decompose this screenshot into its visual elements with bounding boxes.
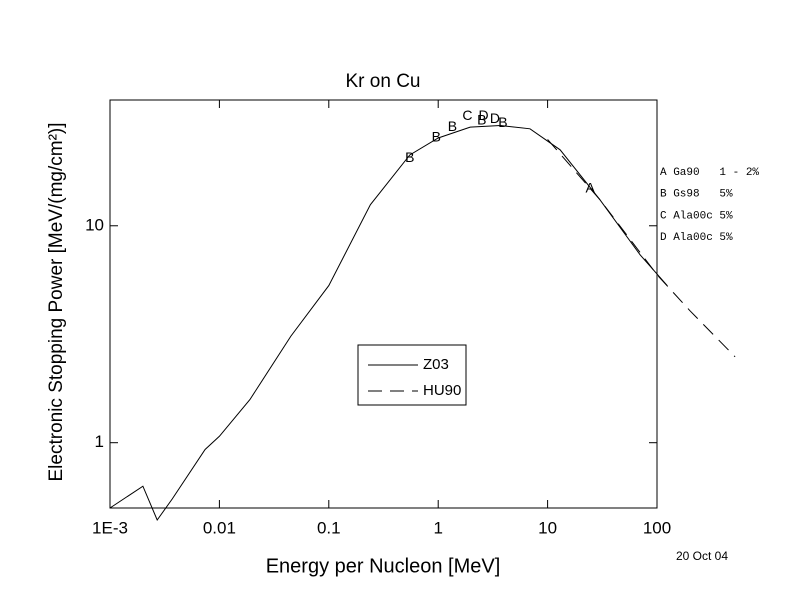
x-tick-label: 100 [643, 518, 671, 537]
y-axis-label: Electronic Stopping Power [MeV/(mg/cm²)] [46, 122, 67, 481]
data-point: A [586, 180, 596, 196]
reference-note: A Ga90 1 - 2% [660, 167, 759, 179]
x-tick-label: 0.01 [203, 518, 236, 537]
y-tick-label: 10 [85, 215, 104, 234]
y-tick-label: 1 [95, 432, 104, 451]
x-tick-label: 1E-3 [92, 518, 128, 537]
data-point: D [479, 107, 489, 123]
x-tick-label: 0.1 [317, 518, 341, 537]
data-point: B [498, 114, 507, 130]
legend-box [357, 344, 467, 406]
reference-note: C Ala00c 5% [660, 210, 733, 222]
data-point: B [477, 111, 486, 127]
data-point: B [432, 129, 441, 145]
data-point: C [462, 107, 472, 123]
x-tick-label: 1 [433, 518, 442, 537]
legend-label: HU90 [423, 382, 461, 399]
data-point: B [405, 149, 414, 165]
x-tick-label: 10 [538, 518, 557, 537]
line-series [547, 139, 736, 358]
line-series [109, 124, 668, 522]
legend-label: Z03 [423, 356, 449, 373]
reference-note: B Gs98 5% [660, 189, 733, 201]
data-point: D [490, 110, 500, 126]
data-point: B [448, 118, 457, 134]
plot-frame [109, 99, 658, 509]
x-axis-label: Energy per Nucleon [MeV] [266, 555, 501, 577]
date: 20 Oct 04 [676, 549, 728, 563]
chart-title: Kr on Cu [346, 71, 421, 92]
reference-note: D Ala00c 5% [660, 232, 733, 244]
